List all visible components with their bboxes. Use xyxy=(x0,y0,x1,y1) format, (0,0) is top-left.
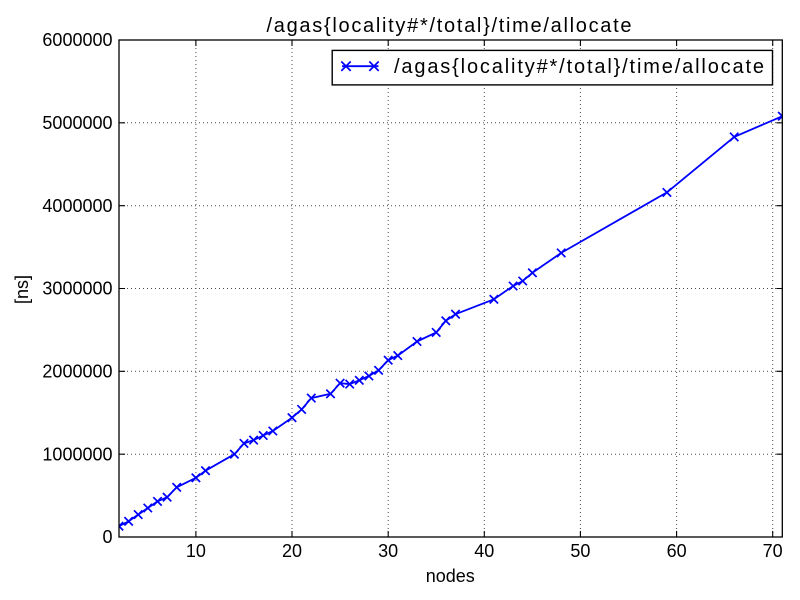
svg-text:4000000: 4000000 xyxy=(42,196,112,216)
svg-text:nodes: nodes xyxy=(426,566,475,586)
svg-text:60: 60 xyxy=(667,541,687,561)
svg-text:2000000: 2000000 xyxy=(42,362,112,382)
svg-text:/agas{locality#*/total}/time/a: /agas{locality#*/total}/time/allocate xyxy=(394,56,764,78)
svg-text:3000000: 3000000 xyxy=(42,279,112,299)
svg-text:6000000: 6000000 xyxy=(42,30,112,50)
svg-text:40: 40 xyxy=(474,541,494,561)
svg-text:[ns]: [ns] xyxy=(12,275,32,304)
svg-text:0: 0 xyxy=(102,527,112,547)
svg-text:50: 50 xyxy=(570,541,590,561)
svg-text:5000000: 5000000 xyxy=(42,113,112,133)
svg-text:1000000: 1000000 xyxy=(42,444,112,464)
svg-text:70: 70 xyxy=(763,541,783,561)
svg-text:30: 30 xyxy=(378,541,398,561)
svg-text:20: 20 xyxy=(282,541,302,561)
svg-text:/agas{locality#*/total}/time/a: /agas{locality#*/total}/time/allocate xyxy=(267,15,632,37)
svg-text:10: 10 xyxy=(186,541,206,561)
